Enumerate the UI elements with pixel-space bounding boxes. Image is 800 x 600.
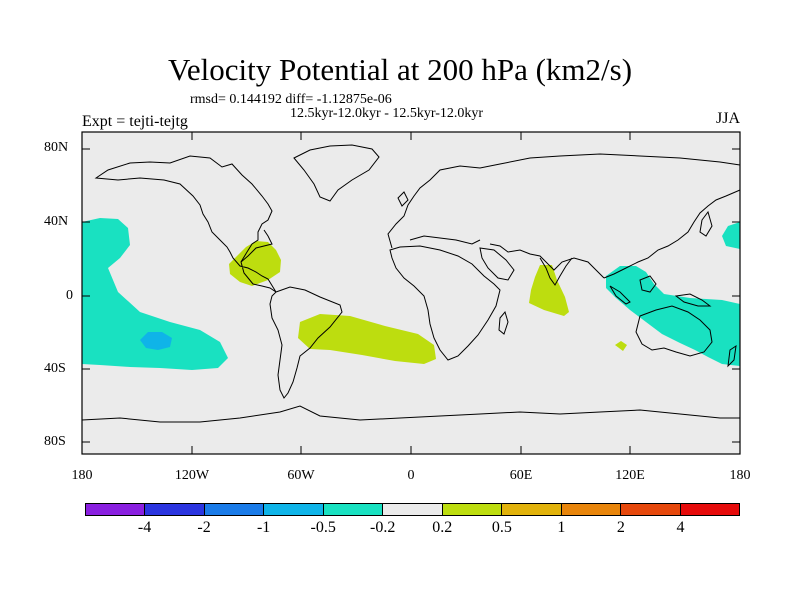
south-asia-coast bbox=[489, 243, 605, 279]
colorbar-swatch bbox=[86, 504, 146, 515]
mediterranean-coast bbox=[409, 235, 481, 245]
lat-tick-0: 0 bbox=[66, 288, 73, 303]
colorbar-swatch bbox=[264, 504, 324, 515]
west-pacific-negative-region bbox=[722, 222, 740, 249]
colorbar-label: 0.5 bbox=[491, 519, 512, 536]
lon-tick-60w: 60W bbox=[287, 468, 315, 483]
lat-tick-40n: 40N bbox=[44, 214, 69, 229]
colorbar-swatch bbox=[323, 504, 384, 515]
colorbar-swatch bbox=[502, 504, 562, 515]
eastern-pacific-negative-region bbox=[82, 218, 228, 370]
colorbar-label: -0.2 bbox=[370, 519, 396, 536]
season-label: JJA bbox=[716, 110, 741, 127]
colorbar-swatch bbox=[442, 504, 503, 515]
lon-tick-60e: 60E bbox=[509, 468, 533, 483]
colorbar-swatch bbox=[383, 504, 443, 515]
japan-coast bbox=[699, 210, 713, 237]
south-atlantic-positive-region bbox=[298, 314, 436, 364]
lon-tick-180e: 180 bbox=[729, 468, 751, 483]
lat-tick-80n: 80N bbox=[44, 140, 69, 155]
lon-tick-0: 0 bbox=[407, 468, 415, 483]
colorbar-swatch bbox=[561, 504, 622, 515]
lon-tick-120e: 120E bbox=[615, 468, 645, 483]
south-america-coast bbox=[269, 286, 343, 399]
experiment-label: Expt = tejti-tejtg bbox=[82, 113, 188, 130]
west-australia-positive-region bbox=[615, 341, 627, 351]
arabia-coast bbox=[479, 247, 515, 281]
gulf-coast bbox=[240, 229, 273, 263]
colorbar-label: -4 bbox=[137, 519, 152, 536]
east-asia-coast bbox=[603, 189, 741, 279]
colorbar-label: 4 bbox=[676, 519, 685, 536]
antarctica-coast bbox=[81, 405, 740, 423]
colorbar-swatch bbox=[680, 504, 739, 515]
new-zealand-coast bbox=[727, 344, 737, 368]
lat-tick-80s: 80S bbox=[44, 434, 66, 449]
strong-negative-region bbox=[140, 332, 172, 350]
australia-coast bbox=[635, 305, 713, 357]
madagascar-coast bbox=[498, 310, 509, 335]
positive-anomaly-areas bbox=[229, 241, 627, 364]
colorbar-label: -1 bbox=[256, 519, 271, 536]
rmsd-label: rmsd= 0.144192 diff= -1.12875e-06 bbox=[190, 92, 392, 107]
map-title: Velocity Potential at 200 hPa (km2/s) bbox=[167, 52, 633, 87]
lat-tick-40s: 40S bbox=[44, 361, 66, 376]
colorbar-label: -0.5 bbox=[310, 519, 336, 536]
greenland-coast bbox=[293, 144, 380, 202]
caribbean-positive-region bbox=[229, 241, 281, 286]
colorbar-swatch bbox=[145, 504, 205, 515]
new-guinea-coast bbox=[674, 293, 712, 307]
indian-ocean-positive-region bbox=[529, 265, 569, 316]
lon-tick-120w: 120W bbox=[174, 468, 210, 483]
colorbar-swatch bbox=[621, 504, 681, 515]
axis-ticks bbox=[81, 132, 741, 454]
india-coast bbox=[539, 257, 573, 286]
colorbar-label: 1 bbox=[557, 519, 566, 536]
subtitle: 12.5kyr-12.0kyr - 12.5kyr-12.0kyr bbox=[290, 106, 484, 121]
coastlines bbox=[81, 144, 741, 423]
colorbar-label: 2 bbox=[616, 519, 625, 536]
sumatra-coast bbox=[609, 285, 631, 305]
british-isles-coast bbox=[397, 191, 409, 207]
lon-tick-180w: 180 bbox=[71, 468, 93, 483]
colorbar bbox=[85, 503, 740, 516]
colorbar-label: 0.2 bbox=[432, 519, 453, 536]
eurasia-coast bbox=[387, 153, 741, 249]
negative-anomaly-areas bbox=[82, 218, 740, 370]
colorbar-swatch bbox=[204, 504, 265, 515]
colorbar-label: -2 bbox=[197, 519, 211, 536]
indonesia-australia-negative-region bbox=[606, 266, 740, 366]
borneo-coast bbox=[639, 275, 657, 293]
africa-coast bbox=[389, 245, 501, 361]
north-america-coast bbox=[94, 155, 277, 293]
